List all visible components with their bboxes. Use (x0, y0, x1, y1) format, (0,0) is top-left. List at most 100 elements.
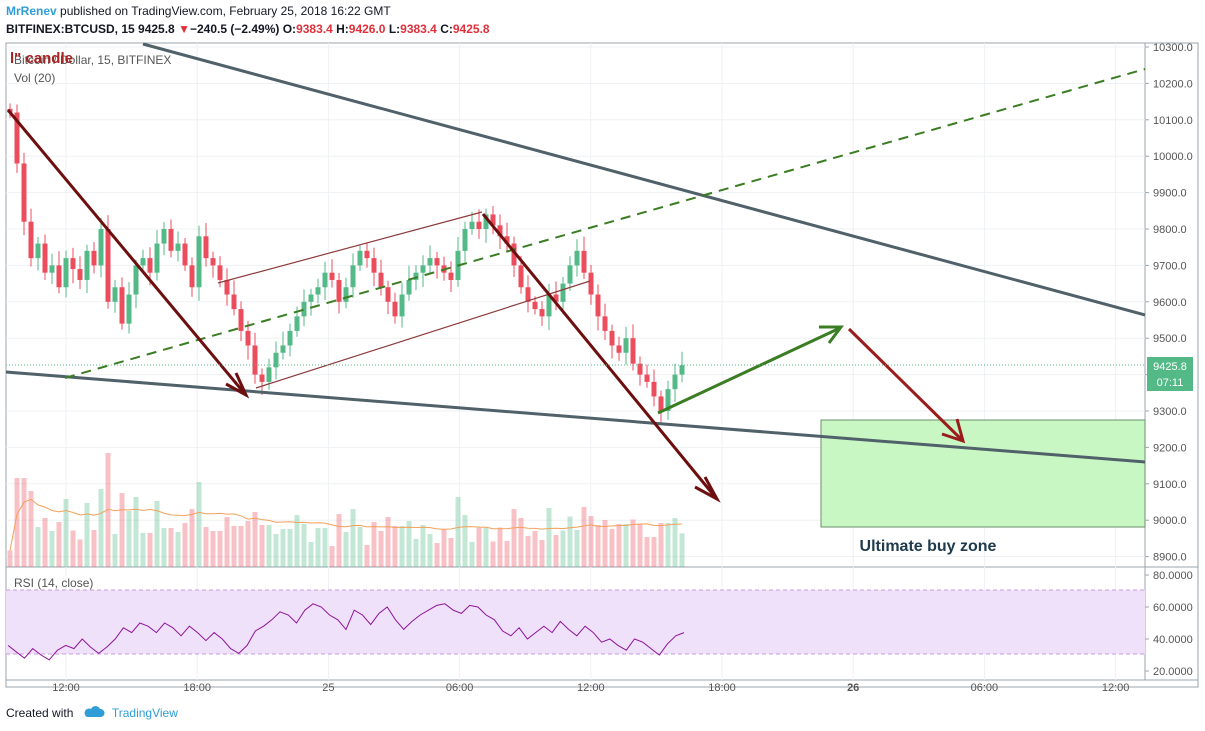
candle-body (49, 265, 55, 273)
candle-body (63, 258, 69, 288)
candle-body (175, 243, 181, 251)
close-label: C: (440, 22, 453, 36)
candle-body (252, 345, 258, 375)
time-tick-label: 12:00 (577, 682, 605, 694)
candle-body (665, 389, 671, 411)
tradingview-link[interactable]: TradingView (111, 706, 178, 720)
price-tick-label: 9200.0 (1153, 442, 1187, 454)
price-tick-label: 10300.0 (1153, 42, 1193, 54)
volume-bar (245, 521, 251, 567)
created-with-text: Created with (6, 706, 74, 720)
volume-bar (616, 524, 622, 567)
rsi-line (7, 603, 685, 661)
down-arrow-icon: ▼ (178, 22, 190, 36)
candle-body (371, 258, 377, 273)
candle-body (350, 265, 356, 288)
candle-body (217, 265, 223, 280)
candle-body (91, 250, 97, 266)
arrow-up-projection (657, 325, 844, 415)
arrow-down-2 (481, 213, 721, 503)
candle-body (427, 258, 433, 266)
volume-bar (595, 525, 601, 567)
rsi-tick-label: 80.0000 (1153, 570, 1193, 582)
volume-bar (511, 509, 517, 567)
candle-body (504, 236, 510, 244)
candle-body (518, 265, 524, 288)
time-tick-label: 12:00 (1102, 682, 1130, 694)
price-tick-label: 9900.0 (1153, 188, 1187, 200)
volume-bar (21, 478, 27, 567)
volume-bar (658, 523, 664, 567)
candle-body (497, 225, 503, 237)
channel-bottom-line (255, 280, 591, 389)
candle-body (245, 330, 251, 346)
candle-body (112, 287, 118, 302)
candle-body (21, 163, 27, 222)
candle-body (287, 330, 293, 346)
author-name[interactable]: MrRenev (6, 4, 57, 18)
high-value: 9426.0 (348, 22, 386, 36)
volume-bar (462, 515, 468, 567)
candle-body (259, 374, 265, 382)
volume-bar (35, 527, 41, 567)
candle-body (399, 294, 405, 317)
volume-bar (567, 516, 573, 567)
volume-bar (504, 541, 510, 567)
volume-bar (42, 518, 48, 567)
price-tick-label: 9500.0 (1153, 333, 1187, 345)
candle-body (602, 316, 608, 331)
candle-body (539, 309, 545, 317)
buy-zone-box (820, 419, 1146, 528)
candle-body (392, 301, 398, 317)
volume-bar (161, 528, 167, 567)
volume-bar (672, 518, 678, 567)
candle-body (658, 396, 664, 411)
volume-bars (7, 453, 685, 567)
low-label: L: (388, 22, 401, 36)
volume-bar (147, 533, 153, 567)
open-label: O: (282, 22, 297, 36)
volume-bar (637, 523, 643, 567)
rsi-tick-label: 40.0000 (1153, 634, 1193, 646)
candle-body (182, 243, 188, 266)
candle-body (140, 258, 146, 266)
volume-ma-line (9, 498, 683, 551)
high-label: H: (336, 22, 349, 36)
volume-bar (56, 522, 62, 567)
publish-info: MrRenev published on TradingView.com, Fe… (6, 4, 391, 18)
volume-bar (301, 524, 307, 567)
volume-bar (560, 530, 566, 567)
volume-bar (532, 531, 538, 567)
candle-body (42, 243, 48, 273)
candle-body (560, 283, 566, 302)
volume-bar (252, 512, 258, 567)
rsi-tick-label: 20.0000 (1153, 666, 1193, 678)
candle-body (679, 365, 685, 375)
price-tick-label: 9800.0 (1153, 224, 1187, 236)
candle-body (70, 258, 76, 270)
candle-body (294, 316, 300, 331)
volume-bar (189, 509, 195, 567)
symbol-label: BITFINEX:BTCUSD, 15 (6, 22, 135, 36)
candle-body (574, 250, 580, 266)
candle-body (385, 287, 391, 302)
candle-body (301, 301, 307, 317)
candle-body (651, 381, 657, 397)
candle-body (511, 243, 517, 266)
volume-bar (175, 532, 181, 567)
upper-trend-line (142, 42, 1146, 317)
candle-body (77, 269, 83, 280)
rsi-legend: RSI (14, close) (14, 576, 93, 590)
price-tick-label: 9600.0 (1153, 297, 1187, 309)
volume-bar (679, 533, 685, 567)
price-chart[interactable]: 10300.0 10200.0 10100.0 10000.0 9900.0 9800.0… (0, 38, 1205, 698)
volume-bar (525, 536, 531, 567)
dashed-trend-line (64, 68, 1146, 379)
candle-body (616, 345, 622, 353)
volume-bar (77, 539, 83, 567)
volume-bar (644, 537, 650, 567)
candle-body (56, 265, 62, 288)
arrow-down-projection (847, 327, 966, 444)
volume-bar (399, 526, 405, 567)
volume-bar (651, 537, 657, 567)
